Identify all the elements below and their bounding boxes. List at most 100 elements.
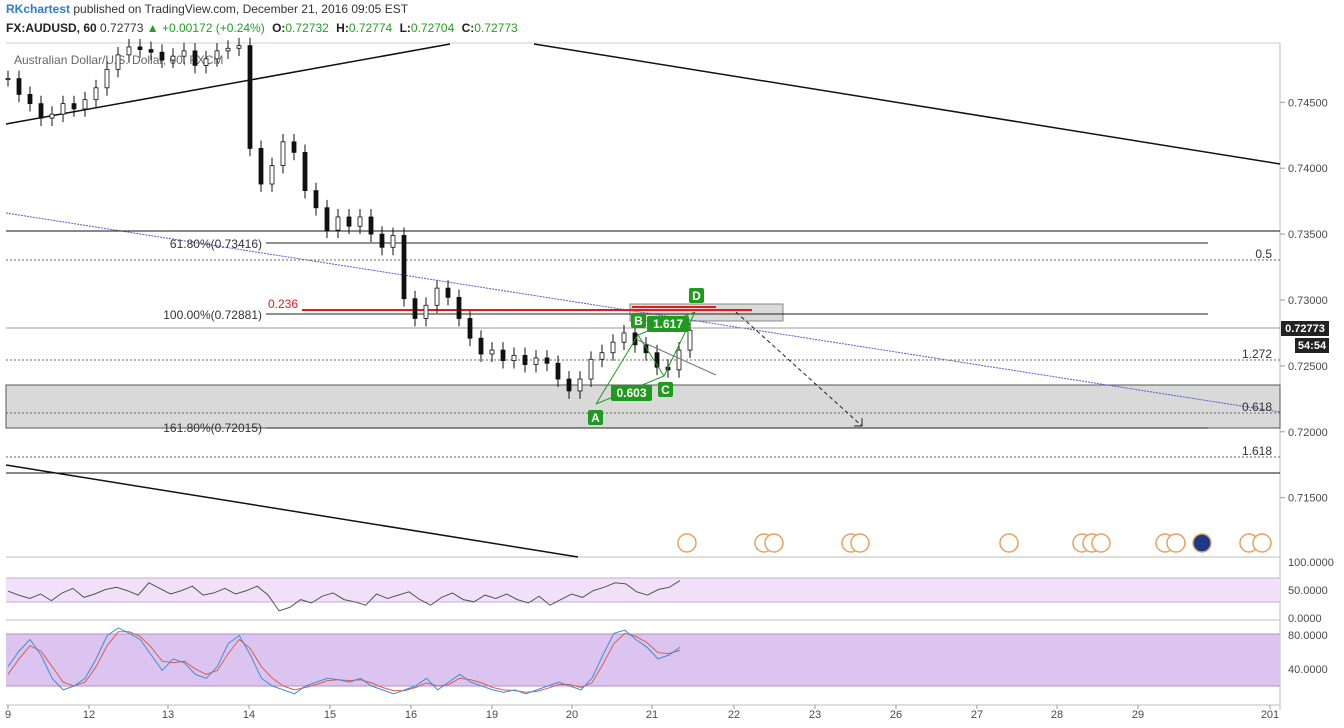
x-tick-label: 15 [324,709,336,721]
candle-body [357,216,363,227]
candle-body [280,141,286,166]
candle-body [544,357,550,364]
stoch-level-80: 80.0000 [1288,630,1328,642]
candle-body [533,357,539,365]
projection-line [637,339,717,376]
symbol-label: FX:AUDUSD, 60 [6,21,97,35]
harmonic-pattern: A B C D 0.603 1.617 [588,288,863,427]
au-flag-icon[interactable] [1192,533,1212,553]
candle-body [346,216,352,227]
ratio-0603-badge [611,385,652,401]
candle-body [412,298,418,319]
x-tick-label: 27 [971,709,983,721]
candle-body [445,287,451,298]
fib-0236-label: 0.236 [268,297,298,311]
x-tick-label: 20 [566,709,578,721]
y-tick-label: 0.74500 [1288,97,1328,109]
candle-body [522,354,528,365]
candle-body [27,94,33,105]
y-tick-label: 0.73500 [1288,229,1328,241]
candle-body [423,304,429,319]
price-candles [5,37,693,399]
candle-body [456,296,462,319]
countdown-tag-text: 54:54 [1298,340,1327,352]
last-price: 0.72773 [100,21,144,35]
x-tick-label: 9 [5,709,11,721]
y-tick-label: 0.71500 [1288,493,1328,505]
candle-body [104,68,110,89]
stoch-band [6,634,1280,686]
close-label: C: [461,21,475,35]
candle-body [269,165,275,185]
low-value: 0.72704 [410,21,455,35]
x-tick-label: 12 [83,709,95,721]
last-price-tag-text: 0.72773 [1285,323,1325,335]
candle-body [511,354,517,362]
candle-body [500,349,506,362]
open-value: 0.72732 [285,21,329,35]
candle-body [566,378,572,392]
us-flag-icon[interactable] [677,533,697,553]
candle-body [93,87,99,101]
candle-body [5,78,11,80]
price-axis[interactable]: 0.74500 0.74000 0.73500 0.73000 0.72500 0.720… [1280,97,1328,505]
candle-body [170,55,176,61]
target-arrowhead [854,418,863,427]
author-name[interactable]: RKchartest [6,2,71,16]
upper-trendline-left [5,43,451,125]
fib-100-label: 100.00%(0.72881) [163,308,262,322]
symbol-bar: FX:AUDUSD, 60 0.72773 ▲ +0.00172 (+0.24%… [6,21,518,35]
point-a-label: A [591,411,600,425]
point-d-label: D [692,289,701,303]
event-flags[interactable] [677,533,1272,553]
candle-body [687,329,693,351]
fib-618-label: 61.80%(0.73416) [170,237,262,251]
y-tick-label: 0.73000 [1288,295,1328,307]
us-flag-icon[interactable] [850,533,870,553]
last-price-tag [1281,321,1329,336]
candle-body [599,352,605,360]
candle-body [203,58,209,66]
price-change: ▲ +0.00172 (+0.24%) [146,21,265,35]
candle-body [555,362,561,380]
candle-body [621,332,627,343]
high-label: H: [336,21,349,35]
open-label: O: [272,21,286,35]
candle-body [291,141,297,153]
countdown-tag [1295,338,1329,353]
rsi-level-0: 0.0000 [1288,613,1322,625]
y-tick-label: 0.72000 [1288,427,1328,439]
candle-body [60,103,66,115]
ratio-1617-badge [647,316,689,332]
candle-body [115,54,121,70]
us-flag-icon[interactable] [999,533,1019,553]
us-flag-icon[interactable] [1252,533,1272,553]
stoch-d-line [7,631,681,693]
publish-text: published on TradingView.com, December 2… [73,2,409,16]
us-flag-icon[interactable] [1091,533,1111,553]
ratio-0603-label: 0.603 [616,386,646,400]
candle-body [258,148,264,185]
time-axis[interactable]: 9 12 13 14 15 16 19 20 21 22 23 26 27 28 29 201 [5,705,1279,721]
us-flag-icon[interactable] [764,533,784,553]
point-c-badge [658,382,673,397]
candle-body [478,337,484,355]
x-tick-label: 23 [809,709,821,721]
candle-body [577,378,583,392]
candle-body [302,151,308,192]
candle-body [16,78,22,95]
point-b-badge [631,313,646,328]
x-tick-label: 29 [1132,709,1144,721]
target-arrow [735,311,863,427]
candle-body [313,190,319,209]
candle-body [379,233,385,248]
us-flag-icon[interactable] [1166,533,1186,553]
y-tick-label: 0.72500 [1288,361,1328,373]
stoch-k-line [7,627,681,695]
candle-body [434,287,440,306]
candle-body [643,344,649,354]
candle-body [49,113,55,119]
x-tick-label: 22 [728,709,740,721]
point-d-badge [689,288,704,303]
